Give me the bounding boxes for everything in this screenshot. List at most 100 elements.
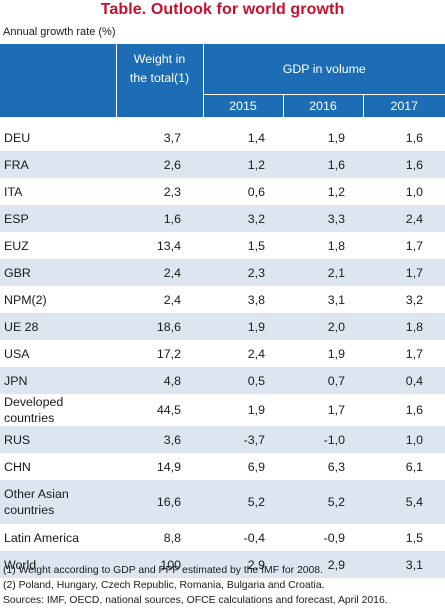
table-subtitle: Annual growth rate (%) [3,26,116,38]
weight-cell: 4,8 [116,367,203,394]
row-label: ITA [4,184,23,199]
row-label: RUS [0,426,116,453]
year-header-row: 2015 2016 2017 [0,94,445,117]
weight-cell: 14,9 [156,459,181,474]
gdp-2016-cell: 0,7 [283,367,363,394]
gdp-2016-cell: 3,3 [283,205,363,232]
gdp-2017-cell: 0,4 [363,367,445,394]
gdp-2016-cell: 5,2 [283,480,363,524]
gdp-2017-cell: 5,4 [363,480,445,524]
growth-table: Weight in the total(1) GDP in volume 201… [0,44,445,578]
table-row: EUZ 13,4 1,5 1,8 1,7 [0,232,445,259]
gdp-2016-cell: 1,8 [327,238,345,253]
row-label: EUZ [4,238,29,253]
footnotes: (1) Weight according to GDP and PPP esti… [3,563,388,608]
gdp-2016-cell: 1,9 [327,130,345,145]
header-empty-cell [0,94,116,117]
header-empty-cell [0,44,116,95]
row-label: JPN [0,367,116,394]
gdp-2017-cell: 1,5 [405,530,424,545]
table-row: JPN 4,8 0,5 0,7 0,4 [0,367,445,394]
weight-header: Weight in the total(1) [115,44,204,95]
gdp-2015-cell: 1,9 [203,313,283,340]
gdp-2015-cell: 2,9 [203,551,283,578]
gdp-2017-cell: 1,7 [363,259,445,286]
year-header-2016: 2016 [282,94,363,117]
gdp-2015-cell: 1,9 [247,403,265,417]
row-label: CHN [4,459,31,474]
row-label-line1: Other Asian [4,487,69,501]
gdp-2016-cell: 1,2 [327,184,345,199]
gdp-2016-cell: 1,9 [327,346,345,361]
gdp-2017-cell: 1,0 [405,184,424,199]
weight-cell: 18,6 [116,313,203,340]
weight-cell: 8,8 [163,530,181,545]
gdp-2015-cell: 2,4 [247,346,265,361]
row-label: FRA [0,151,116,178]
gdp-2017-cell: 1,7 [405,346,424,361]
gdp-2015-cell: 5,2 [203,480,283,524]
gdp-2017-cell: 6,1 [405,459,424,474]
row-label: Other Asian countries [0,480,116,524]
weight-header-line2: the total(1) [129,71,190,86]
gdp-2016-cell: 2,0 [283,313,363,340]
header-row: Weight in the total(1) GDP in volume [0,44,445,95]
table-row: RUS 3,6 -3,7 -1,0 1,0 [0,426,445,453]
row-label: UE 28 [0,313,116,340]
gdp-2017-cell: 1,7 [405,238,424,253]
gdp-2015-cell: 0,6 [247,184,265,199]
table-row: NPM(2) 2,4 3,8 3,1 3,2 [0,286,445,313]
weight-cell: 16,6 [116,480,203,524]
gdp-2015-cell: 1,5 [247,238,265,253]
table-row: DEU 3,7 1,4 1,9 1,6 [0,124,445,151]
gdp-2016-cell: -0,9 [323,530,345,545]
gdp-2015-cell: -0,4 [243,530,265,545]
gdp-2015-cell: 6,9 [247,459,265,474]
gdp-2015-cell: 3,8 [247,292,265,307]
row-label: GBR [0,259,116,286]
table-row: GBR 2,4 2,3 2,1 1,7 [0,259,445,286]
gdp-2016-cell: 3,1 [327,292,345,307]
table-row: ITA 2,3 0,6 1,2 1,0 [0,178,445,205]
gdp-2016-cell: 2,1 [283,259,363,286]
gdp-2017-cell: 3,2 [405,292,424,307]
weight-cell: 100 [116,551,203,578]
table-body: DEU 3,7 1,4 1,9 1,6 FRA 2,6 1,2 1,6 1,6 ITA 2,3 0,6 1… [0,117,445,578]
gdp-header: GDP in volume [203,44,445,95]
gdp-2015-cell: 1,2 [203,151,283,178]
weight-cell: 3,6 [116,426,203,453]
table-row: World 100 2,9 2,9 3,1 [0,551,445,578]
table-row: CHN 14,9 6,9 6,3 6,1 [0,453,445,480]
table-title: Table. Outlook for world growth [100,1,345,18]
row-label: Developed countries [4,395,64,425]
footnote-1: (1) Weight according to GDP and PPP esti… [3,565,323,576]
gdp-2016-cell: -1,0 [283,426,363,453]
year-header-2015: 2015 [203,94,283,117]
gdp-2017-cell: 3,1 [363,551,445,578]
weight-cell: 2,4 [163,292,181,307]
weight-cell: 3,7 [163,130,181,145]
footnote-2: (2) Poland, Hungary, Czech Republic, Rom… [3,580,325,591]
gdp-2016-cell: 2,9 [283,551,363,578]
gdp-2017-cell: 2,4 [363,205,445,232]
row-label: ESP [0,205,116,232]
row-label: World [0,551,116,578]
weight-cell: 17,2 [156,346,181,361]
table-row: Other Asian countries 16,6 5,2 5,2 5,4 [0,480,445,524]
gdp-2016-cell: 6,3 [327,459,345,474]
gdp-2016-cell: 1,7 [327,403,345,417]
header-empty-cell [115,94,204,117]
weight-cell: 2,4 [116,259,203,286]
gdp-2015-cell: 1,4 [247,130,265,145]
row-label-line2: countries [4,503,55,517]
weight-cell: 2,3 [163,184,181,199]
table-row: Developed countries 44,5 1,9 1,7 1,6 [0,394,445,426]
gdp-2017-cell: 1,6 [405,130,424,145]
gdp-2015-cell: 2,3 [203,259,283,286]
row-label: USA [4,346,30,361]
gdp-2017-cell: 1,6 [405,403,424,417]
gdp-2015-cell: -3,7 [203,426,283,453]
weight-cell: 1,6 [116,205,203,232]
table-row: Latin America 8,8 -0,4 -0,9 1,5 [0,524,445,551]
weight-header-line1: Weight in [133,52,186,67]
